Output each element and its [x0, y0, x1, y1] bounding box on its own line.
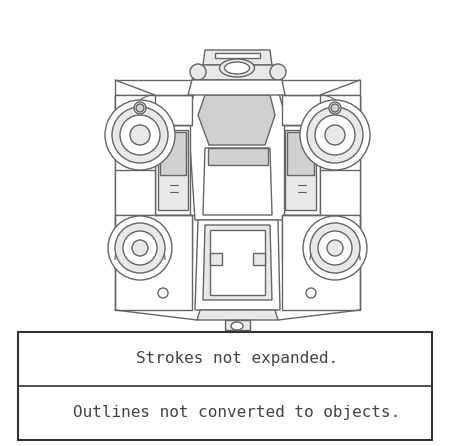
Polygon shape [115, 95, 192, 125]
Ellipse shape [231, 322, 243, 330]
Polygon shape [158, 130, 188, 210]
Circle shape [306, 288, 316, 298]
Polygon shape [198, 95, 275, 145]
Circle shape [270, 64, 286, 80]
Circle shape [310, 223, 360, 273]
Polygon shape [195, 220, 280, 310]
Polygon shape [210, 253, 222, 265]
Polygon shape [287, 132, 314, 175]
Circle shape [315, 115, 355, 155]
Circle shape [105, 100, 175, 170]
Polygon shape [215, 53, 260, 58]
Circle shape [307, 107, 363, 163]
Circle shape [112, 107, 168, 163]
Circle shape [325, 125, 345, 145]
Polygon shape [155, 125, 190, 215]
Polygon shape [188, 80, 285, 95]
Circle shape [318, 231, 352, 265]
Ellipse shape [219, 59, 255, 77]
Polygon shape [203, 148, 272, 215]
Polygon shape [160, 132, 186, 175]
Polygon shape [282, 95, 360, 125]
Circle shape [300, 100, 370, 170]
Polygon shape [285, 130, 316, 210]
Polygon shape [203, 50, 272, 65]
Polygon shape [208, 148, 268, 165]
Polygon shape [203, 225, 272, 300]
Circle shape [190, 64, 206, 80]
Polygon shape [115, 215, 192, 310]
Circle shape [123, 231, 157, 265]
Circle shape [136, 104, 144, 112]
Polygon shape [282, 215, 360, 260]
Circle shape [303, 216, 367, 280]
Circle shape [120, 115, 160, 155]
Polygon shape [192, 65, 282, 80]
Polygon shape [210, 230, 265, 295]
Polygon shape [282, 215, 360, 310]
Circle shape [132, 240, 148, 256]
Polygon shape [253, 253, 265, 265]
Polygon shape [188, 90, 285, 220]
Circle shape [331, 104, 339, 112]
Polygon shape [320, 95, 360, 215]
Circle shape [158, 288, 168, 298]
Polygon shape [225, 320, 250, 330]
Circle shape [115, 223, 165, 273]
Polygon shape [197, 310, 278, 320]
Polygon shape [115, 95, 155, 215]
Text: Outlines not converted to objects.: Outlines not converted to objects. [73, 405, 401, 421]
Circle shape [134, 102, 146, 114]
Text: Strokes not expanded.: Strokes not expanded. [136, 351, 338, 367]
Circle shape [329, 102, 341, 114]
Ellipse shape [225, 62, 249, 74]
Circle shape [108, 216, 172, 280]
Bar [18, 332, 432, 440]
Polygon shape [284, 125, 320, 215]
Polygon shape [115, 215, 192, 260]
Circle shape [130, 125, 150, 145]
Circle shape [327, 240, 343, 256]
